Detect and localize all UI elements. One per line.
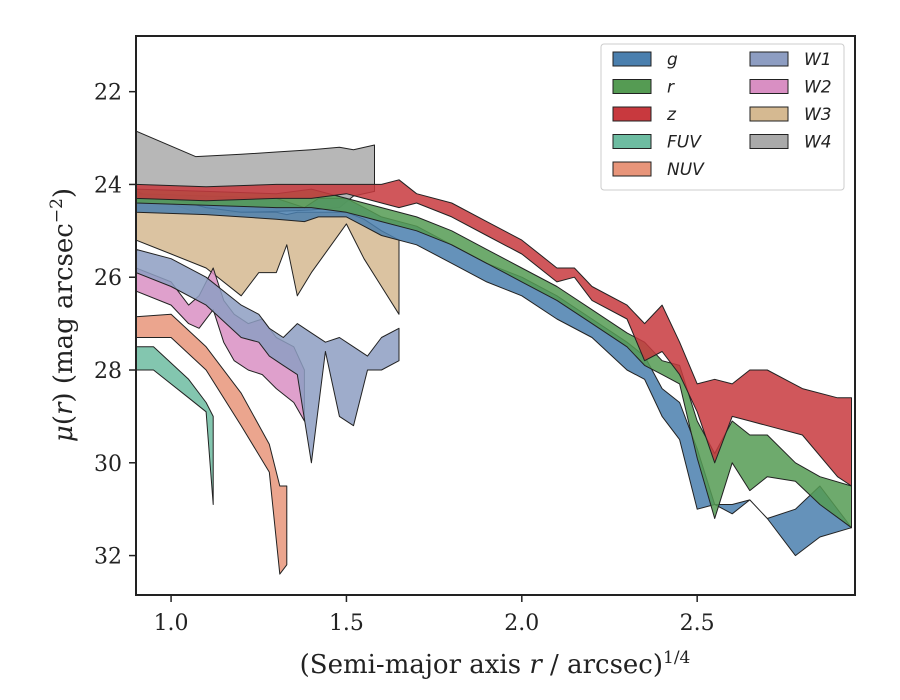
y-tick-label: 28 <box>94 359 122 384</box>
y-axis-label: μ(r) (mag arcsec−2) <box>47 188 79 442</box>
y-tick-label: 26 <box>94 266 122 291</box>
legend-swatch-w3 <box>749 106 789 122</box>
legend: g W1 r W2 z W3 FUV W4 NUV <box>600 43 845 191</box>
legend-label-nuv: NUV <box>667 160 705 180</box>
legend-label-fuv: FUV <box>667 133 702 153</box>
legend-label-w3: W3 <box>804 105 832 125</box>
series-band-fuv <box>136 346 214 505</box>
x-axis: 1.0 1.5 2.0 2.5 <box>154 595 715 636</box>
legend-swatch-w2 <box>749 79 789 94</box>
series-layer <box>136 130 852 575</box>
legend-swatch-z <box>612 106 652 122</box>
x-tick-label: 2.0 <box>504 611 539 636</box>
y-tick-label: 32 <box>94 545 122 570</box>
series-band-r <box>136 188 852 529</box>
y-axis: 22 24 26 28 30 32 <box>94 81 136 570</box>
series-band-z <box>136 179 852 487</box>
legend-swatch-w1 <box>749 51 789 67</box>
legend-swatch-fuv <box>612 134 652 149</box>
x-tick-label: 2.5 <box>680 611 715 636</box>
legend-swatch-r <box>612 79 652 94</box>
legend-label-r: r <box>667 78 675 98</box>
legend-label-w4: W4 <box>804 133 832 153</box>
x-axis-label: (Semi-major axis r / arcsec)1/4 <box>300 648 691 680</box>
legend-label-w1: W1 <box>804 50 832 70</box>
legend-swatch-g <box>612 51 652 67</box>
legend-label-w2: W2 <box>804 78 832 98</box>
y-tick-label: 30 <box>94 452 122 477</box>
legend-swatch-w4 <box>749 134 789 149</box>
legend-label-g: g <box>667 50 678 70</box>
series-band-nuv <box>136 313 288 575</box>
x-tick-label: 1.0 <box>154 611 189 636</box>
legend-label-z: z <box>666 105 677 125</box>
legend-swatch-nuv <box>612 161 652 177</box>
y-tick-label: 24 <box>94 173 122 198</box>
x-tick-label: 1.5 <box>329 611 364 636</box>
plot-frame <box>135 35 856 596</box>
series-band-w1 <box>136 248 400 464</box>
y-tick-label: 22 <box>94 81 122 106</box>
